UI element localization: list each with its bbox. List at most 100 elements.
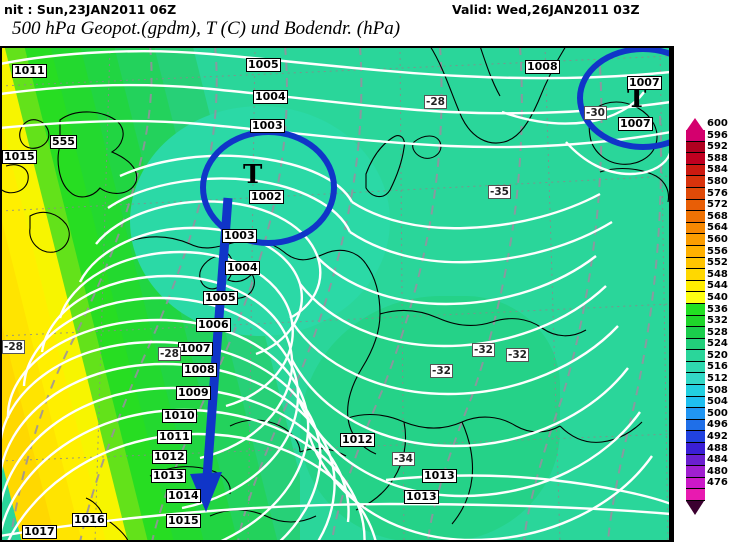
colour-scale-cell [686,303,705,316]
colour-scale-cell [686,257,705,270]
colour-scale-cell [686,396,705,409]
colour-scale-legend: 600 596 592 588 584 580 576 572 568 564 560 556 552 5… [676,46,732,542]
colour-scale-cell [686,269,705,281]
isobar-label: 1015 [2,150,37,164]
highlight-circle-benelux [200,129,337,246]
isobar-label: 1012 [152,450,187,464]
colour-scale-bar [686,130,705,501]
isotherm-label: -28 [2,340,25,354]
colour-scale-tick-label: 476 [707,477,728,489]
isobar-label: 1005 [203,291,238,305]
colour-scale-tick-label: 540 [707,291,728,303]
isobar-label: 1016 [72,513,107,527]
isobar-label: 1008 [182,363,217,377]
colour-scale-cell [686,176,705,188]
isobar-label: 1004 [253,90,288,104]
colour-scale-cell [686,187,705,200]
isotherm-label: -30 [584,106,607,120]
colour-scale-cell [686,211,705,223]
isobar-label: 1003 [222,229,257,243]
colour-scale-tick-label: 548 [707,268,728,280]
colour-scale-cell [686,408,705,420]
colour-scale-tick-label: 588 [707,152,728,164]
isobar-label: 1007 [627,76,662,90]
colour-scale-cell [686,338,705,351]
isobar-label: 1002 [249,190,284,204]
init-time-label: nit : Sun,23JAN2011 06Z [4,2,177,17]
colour-scale-tick-label: 512 [707,373,728,385]
isotherm-label: -32 [506,348,529,362]
colour-scale-tick-label: 488 [707,442,728,454]
colour-scale-cell [686,315,705,328]
colour-scale-tick-label: 556 [707,245,728,257]
isobar-label: 1008 [525,60,560,74]
colour-scale-tick-label: 508 [707,384,728,396]
colour-scale-cell [686,466,705,478]
colour-scale-tick-label: 596 [707,129,728,141]
isobar-label: 1006 [196,318,231,332]
isotherm-label: -28 [158,347,181,361]
colour-scale-cell [686,130,705,142]
colour-scale-cell [686,385,705,397]
chart-header: nit : Sun,23JAN2011 06Z Valid: Wed,26JAN… [0,0,732,46]
colour-scale-tick-label: 576 [707,187,728,199]
colour-scale-cell [686,489,705,501]
colour-scale-cell [686,373,705,386]
isobar-label: 1013 [422,469,457,483]
colour-scale-tick-label: 500 [707,407,728,419]
colour-scale-tick-label: 568 [707,210,728,222]
isobar-label: 1013 [151,469,186,483]
geopotential-colour-fill [0,46,671,542]
isobar-label: 1013 [404,490,439,504]
isobar-label: 1014 [166,489,201,503]
colour-scale-tick-label: 564 [707,222,728,234]
isotherm-label: -32 [430,364,453,378]
page-title: 500 hPa Geopot.(gpdm), T (C) und Bodendr… [12,18,401,39]
colour-scale-tick-label: 544 [707,280,728,292]
colour-scale-cell [686,419,705,432]
isobar-label: 1009 [176,386,211,400]
colour-scale-cell [686,280,705,293]
colour-scale-cell [686,361,705,374]
colour-scale-cell [686,245,705,258]
colour-scale-cell [686,443,705,455]
colour-scale-tick-label: 580 [707,175,728,187]
highlight-circle-baltic [577,46,671,150]
colour-scale-top-arrow [686,118,704,131]
isotherm-label: -35 [488,185,511,199]
colour-scale-cell [686,164,705,177]
colour-scale-cell [686,350,705,362]
colour-scale-tick-label: 560 [707,233,728,245]
colour-scale-cell [686,222,705,235]
colour-scale-tick-label: 592 [707,141,728,153]
isobar-label: 1005 [246,58,281,72]
isotherm-label: -32 [472,343,495,357]
isobar-label: 555 [50,135,77,149]
isobar-label: 1011 [12,64,47,78]
colour-scale-cell [686,234,705,246]
colour-scale-tick-label: 528 [707,326,728,338]
colour-scale-tick-label: 504 [707,396,728,408]
colour-scale-tick-label: 584 [707,164,728,176]
isobar-label: 1007 [618,117,653,131]
colour-scale-tick-label: 536 [707,303,728,315]
colour-scale-tick-label: 480 [707,465,728,477]
colour-scale-ticks: 600 596 592 588 584 580 576 572 568 564 560 556 552 5… [707,118,732,489]
isobar-label: 1007 [178,342,213,356]
colour-scale-tick-label: 516 [707,361,728,373]
isotherm-label: -34 [392,452,415,466]
colour-scale-cell [686,477,705,490]
isobar-label: 1011 [157,430,192,444]
isotherm-label: -28 [424,95,447,109]
colour-scale-tick-label: 524 [707,338,728,350]
colour-scale-cell [686,141,705,154]
isobar-label: 1017 [22,525,57,539]
colour-scale-tick-label: 520 [707,349,728,361]
colour-scale-cell [686,199,705,212]
colour-scale-cell [686,292,705,304]
isobar-label: 1012 [340,433,375,447]
valid-time-label: Valid: Wed,26JAN2011 03Z [452,2,640,17]
